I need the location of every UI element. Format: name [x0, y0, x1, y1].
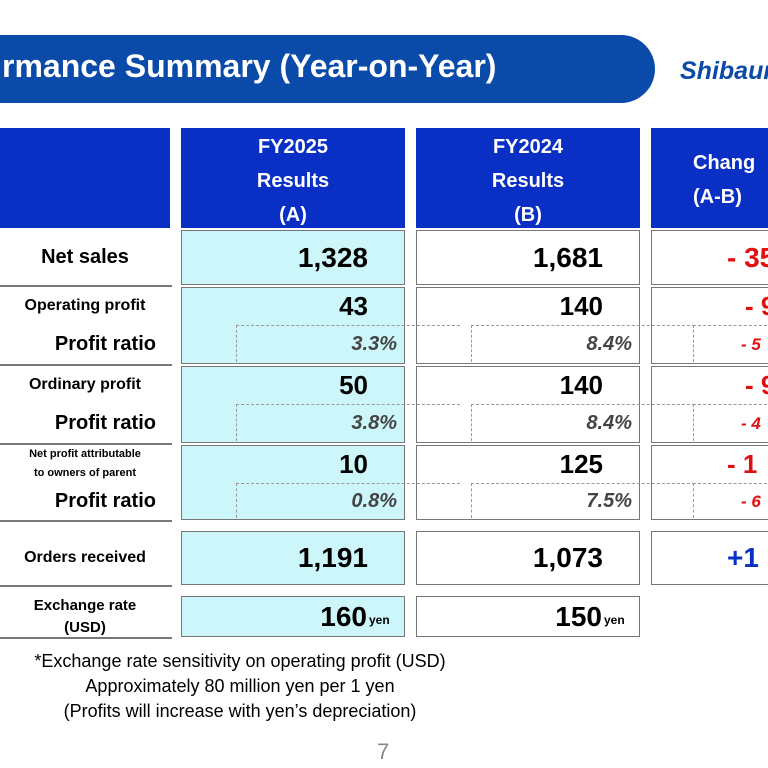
- value: 0.8%: [351, 490, 397, 512]
- column-header: FY2025 Results (A): [181, 128, 405, 228]
- row-label: Profit ratio: [0, 325, 170, 364]
- change: - 5: [741, 335, 761, 354]
- footnote: Approximately 80 million yen per 1 yen: [85, 676, 395, 696]
- row-label: Ordinary profit: [0, 366, 170, 404]
- label-line: Profit ratio: [54, 412, 156, 434]
- label-line: Profit ratio: [54, 490, 156, 512]
- value: 1,328: [297, 242, 368, 273]
- row-label: Profit ratio: [0, 483, 170, 520]
- label-line: Ordinary profit: [28, 376, 141, 393]
- label-line: Profit ratio: [54, 333, 156, 355]
- page-number: 7: [377, 739, 390, 764]
- change: - 1: [727, 449, 758, 479]
- value: 150: [555, 601, 602, 632]
- row-label: Profit ratio: [0, 404, 170, 443]
- value: 1,073: [532, 542, 603, 573]
- cell-box: [416, 596, 640, 637]
- label-line: Operating profit: [24, 297, 146, 314]
- value: 8.4%: [586, 412, 632, 434]
- cell-box: [416, 230, 640, 285]
- cell-box: [181, 596, 405, 637]
- unit: yen: [604, 613, 625, 627]
- cell-box: [181, 531, 405, 585]
- header-line: (A-B): [693, 186, 742, 208]
- ratio-box: [693, 404, 768, 441]
- value: 50: [339, 370, 368, 400]
- value: 3.8%: [351, 412, 397, 434]
- header-line: (A): [279, 204, 307, 226]
- change: +1: [727, 542, 759, 573]
- cell-box: [651, 531, 768, 585]
- row-line: [0, 585, 172, 587]
- label-line: Orders received: [24, 549, 146, 566]
- cell-box: [416, 445, 640, 520]
- row-line: [0, 443, 172, 445]
- footnote: *Exchange rate sensitivity on operating …: [34, 651, 446, 671]
- value: 1,681: [532, 242, 603, 273]
- cell-box: [181, 230, 405, 285]
- row-label: Net sales: [0, 230, 170, 285]
- row-label: Exchange rate (USD): [0, 596, 170, 637]
- cell-box: [416, 531, 640, 585]
- value: 1,191: [297, 542, 368, 573]
- logo: Shibaur: [680, 57, 768, 85]
- header-line: (B): [514, 204, 542, 226]
- ratio-box: [471, 483, 695, 518]
- value: 3.3%: [351, 333, 397, 355]
- cell-box: [181, 445, 405, 520]
- header-line: Chang: [693, 152, 756, 174]
- header-line: FY2025: [257, 136, 329, 158]
- ratio-box: [236, 325, 460, 362]
- row-label: Orders received: [0, 531, 170, 585]
- row-label: Net profit attributable to owners of pare…: [0, 445, 170, 483]
- change: - 9: [745, 291, 768, 321]
- ratio-box: [693, 483, 768, 518]
- change: - 9: [745, 370, 768, 400]
- value: 8.4%: [586, 333, 632, 355]
- row-label: Operating profit: [0, 287, 170, 325]
- column-header: FY2024 Results (B): [416, 128, 640, 228]
- header-blank: [0, 128, 170, 228]
- row-line: [0, 364, 172, 366]
- label-line: Exchange rate: [33, 596, 137, 614]
- value: 160: [320, 601, 367, 632]
- footnote: (Profits will increase with yen’s deprec…: [63, 701, 417, 721]
- ratio-box: [471, 325, 695, 362]
- header-line: Results: [491, 170, 565, 192]
- label-line: (USD): [64, 618, 106, 636]
- cell-box: [651, 230, 768, 285]
- value: 140: [559, 370, 603, 400]
- value: 140: [559, 291, 603, 321]
- value: 125: [559, 449, 603, 479]
- header-line: Results: [256, 170, 330, 192]
- change: - 4: [741, 414, 761, 433]
- label-line: to owners of parent: [33, 467, 137, 479]
- row-line: [0, 637, 172, 639]
- change: - 6: [741, 492, 761, 511]
- value: 7.5%: [586, 490, 632, 512]
- header-line: FY2024: [492, 136, 564, 158]
- ratio-box: [236, 483, 460, 518]
- unit: yen: [369, 613, 390, 627]
- title-bar: [0, 35, 655, 103]
- ratio-box: [471, 404, 695, 441]
- row-line: [0, 285, 172, 287]
- title: rmance Summary (Year-on-Year): [2, 48, 497, 84]
- row-line: [0, 520, 172, 522]
- label-line: Net sales: [41, 246, 129, 268]
- cell-box: [651, 445, 768, 520]
- value: 43: [339, 291, 368, 321]
- ratio-box: [693, 325, 768, 362]
- ratio-box: [236, 404, 460, 441]
- change: - 35: [727, 242, 768, 273]
- value: 10: [339, 449, 368, 479]
- label-line: Net profit attributable: [29, 448, 141, 460]
- column-header: Chang (A-B): [651, 128, 768, 228]
